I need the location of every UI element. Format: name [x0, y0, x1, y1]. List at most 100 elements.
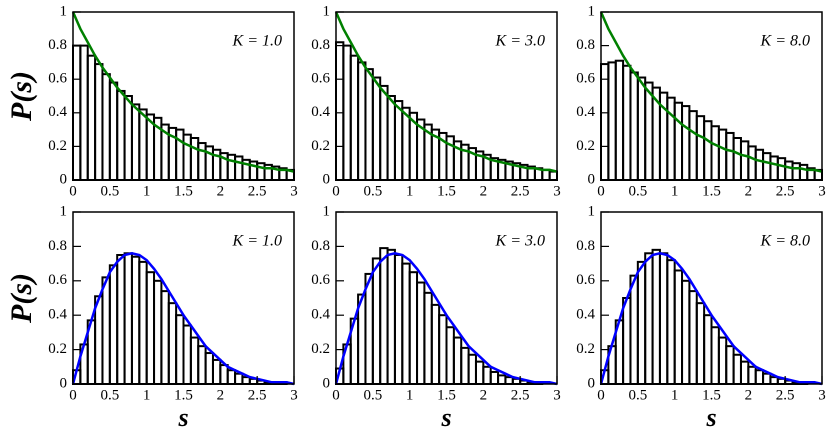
bar [101, 73, 111, 181]
bar [357, 61, 367, 181]
bar [725, 131, 735, 182]
x-tick-label: 3 [290, 183, 298, 199]
bar [123, 95, 133, 181]
y-tick-label: 0.6 [48, 272, 67, 288]
bar [754, 369, 765, 385]
bar [482, 365, 492, 385]
x-tick-label: 1.5 [174, 387, 193, 403]
x-tick-label: 0 [332, 387, 340, 403]
bar [636, 260, 647, 386]
bar [791, 162, 801, 181]
y-tick-label: 0.6 [576, 272, 595, 288]
bar [651, 248, 661, 385]
bar [379, 84, 389, 181]
y-tick-label: 0.6 [576, 71, 595, 87]
bar [666, 259, 676, 385]
x-tick-label: 2 [217, 387, 225, 403]
y-tick-label: 0.6 [48, 71, 67, 87]
x-tick-label: 0 [597, 183, 605, 199]
bar [784, 160, 794, 182]
bar [116, 89, 126, 181]
bar [438, 314, 448, 386]
y-tick-label: 0.4 [576, 307, 595, 323]
y-tick-label: 0.2 [48, 138, 67, 154]
bar [86, 54, 97, 181]
x-tick-label: 1.5 [437, 387, 456, 403]
bar [101, 276, 111, 385]
annotation: K = 8.0 [760, 33, 810, 50]
annotation: K = 1.0 [232, 33, 282, 50]
x-tick-label: 3 [818, 387, 826, 403]
y-tick-label: 0 [60, 171, 68, 187]
bar [241, 376, 251, 385]
bar [658, 252, 669, 385]
bar [695, 115, 706, 182]
bar [175, 128, 185, 182]
bar [130, 255, 141, 385]
bar [467, 353, 477, 386]
x-tick-label: 2 [480, 387, 488, 403]
y-tick-label: 0.2 [576, 341, 595, 357]
bar [94, 295, 104, 385]
bar [408, 271, 419, 386]
bar [703, 120, 713, 181]
bar [644, 252, 654, 385]
y-tick-label: 0 [60, 375, 68, 391]
y-tick-label: 0 [588, 171, 596, 187]
bar [393, 254, 404, 385]
y-tick-label: 0.8 [576, 37, 595, 53]
y-tick-label: 0.6 [311, 272, 330, 288]
bar [739, 360, 750, 386]
x-tick-label: 2.5 [511, 183, 530, 199]
y-tick-label: 0 [323, 171, 331, 187]
x-tick-label: 3 [553, 183, 561, 199]
bar [622, 64, 632, 181]
y-tick-label: 0.4 [576, 104, 595, 120]
bar [600, 63, 610, 181]
bar [371, 257, 382, 385]
x-axis-label: s [177, 403, 188, 432]
bar [717, 128, 728, 182]
x-tick-label: 1 [143, 387, 151, 403]
bar [629, 274, 639, 386]
bar [349, 54, 360, 181]
x-tick-label: 0.5 [628, 387, 647, 403]
bar [688, 290, 698, 385]
y-tick-label: 1 [60, 203, 68, 219]
bar [364, 272, 374, 386]
x-tick-label: 2 [745, 183, 753, 199]
y-tick-label: 0.4 [48, 104, 67, 120]
bar [108, 264, 119, 386]
x-tick-label: 0.5 [100, 387, 119, 403]
bar [79, 44, 89, 181]
bar [108, 81, 119, 181]
curve [71, 11, 295, 173]
bar [226, 153, 237, 182]
x-tick-label: 3 [818, 183, 826, 199]
bar [497, 374, 507, 385]
annotation: K = 3.0 [495, 33, 545, 50]
y-tick-label: 1 [323, 203, 331, 219]
bar [548, 170, 559, 182]
bar [717, 336, 728, 385]
y-tick-label: 0.8 [311, 37, 330, 53]
bar [673, 101, 684, 181]
bar [416, 281, 426, 385]
x-tick-label: 1.5 [702, 387, 721, 403]
x-tick-label: 0.5 [363, 183, 382, 199]
bar [234, 372, 244, 385]
bar [423, 291, 433, 385]
bar [452, 336, 463, 385]
y-tick-label: 0.4 [311, 104, 330, 120]
bar [776, 157, 787, 182]
x-tick-label: 2 [217, 183, 225, 199]
x-tick-label: 1 [406, 387, 414, 403]
x-axis-label: s [440, 403, 451, 432]
y-tick-label: 0.2 [576, 138, 595, 154]
bar [234, 155, 244, 181]
bar [607, 61, 617, 181]
bar [769, 376, 779, 385]
x-tick-label: 0 [69, 183, 77, 199]
bar [732, 353, 742, 386]
